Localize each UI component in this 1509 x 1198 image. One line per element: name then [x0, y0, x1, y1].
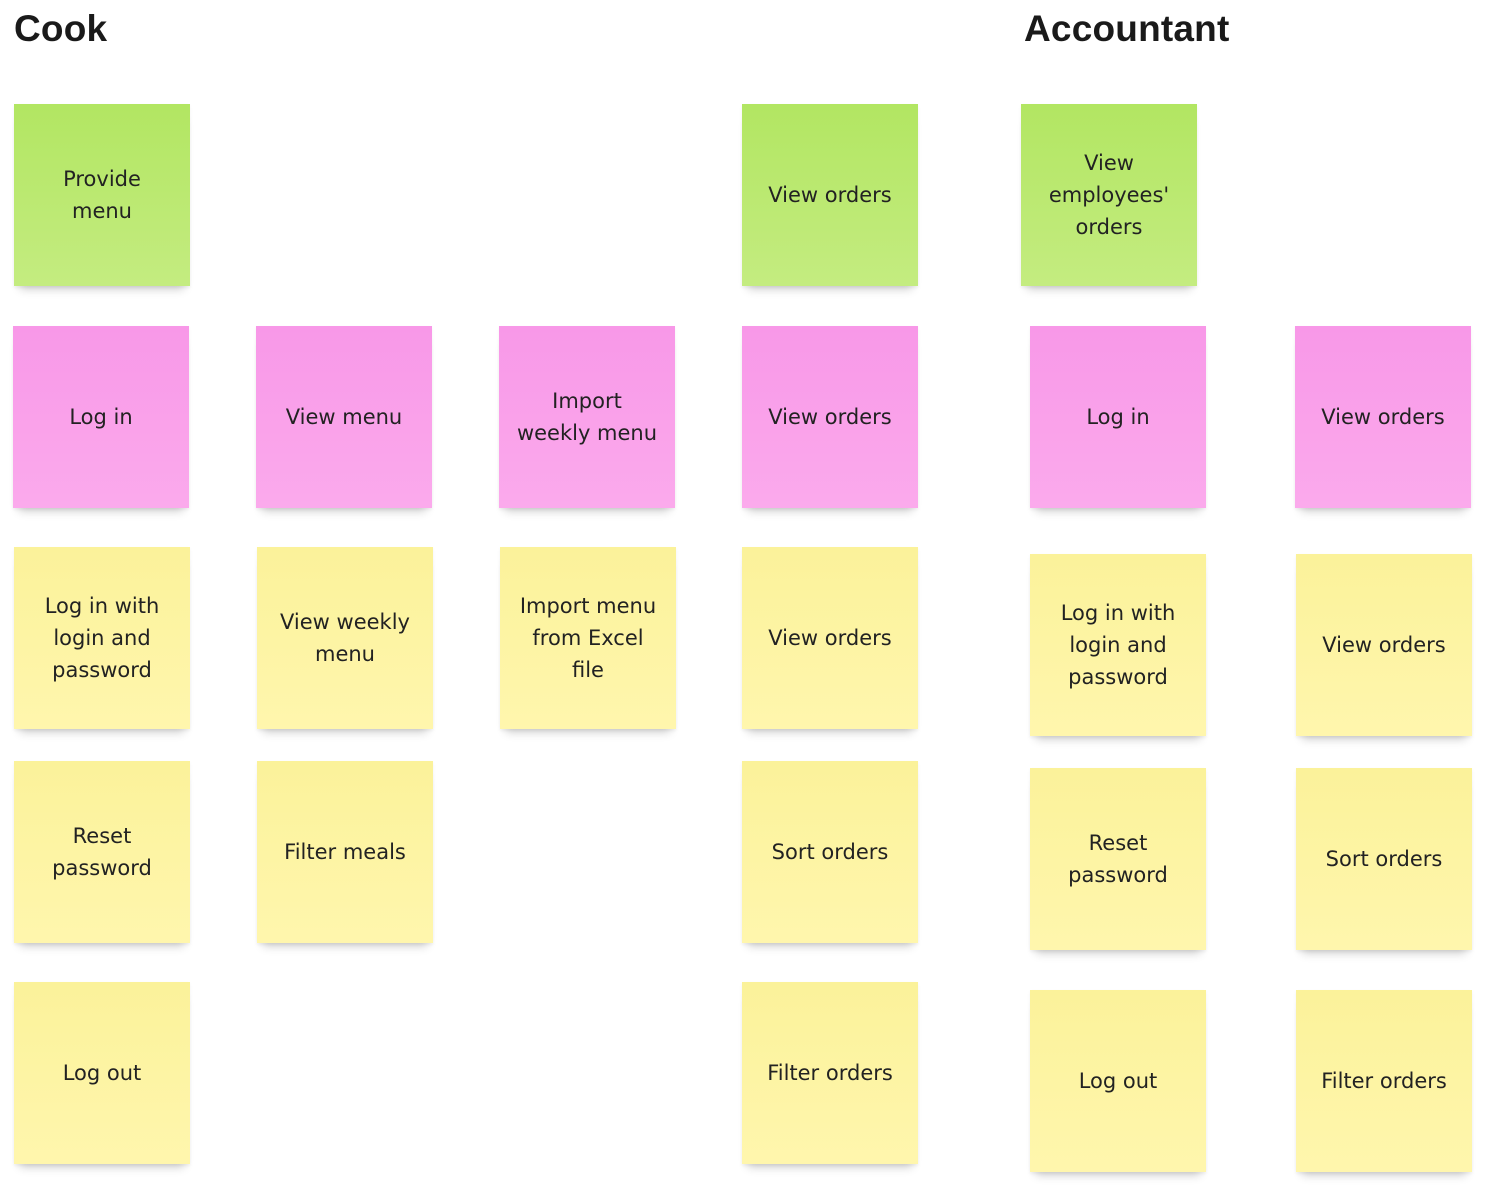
accountant-story-sort-orders[interactable]: Sort orders: [1296, 768, 1472, 950]
sticky-note-text: View orders: [1322, 633, 1446, 657]
sticky-note-text: Log out: [1078, 1069, 1158, 1093]
accountant-activity-view-employees-orders[interactable]: View employees' orders: [1021, 104, 1197, 286]
cook-task-view-menu[interactable]: View menu: [256, 326, 432, 508]
sticky-note-text: Reset password: [1068, 831, 1168, 887]
sticky-note-text: Log in with login and password: [44, 594, 160, 682]
cook-task-log-in[interactable]: Log in: [13, 326, 189, 508]
sticky-note-text: View orders: [768, 405, 892, 429]
sticky-note-text: View employees' orders: [1048, 151, 1170, 239]
accountant-story-reset-password[interactable]: Reset password: [1030, 768, 1206, 950]
accountant-task-view-orders[interactable]: View orders: [1295, 326, 1471, 508]
cook-story-view-orders[interactable]: View orders: [742, 547, 918, 729]
sticky-note-text: Log in with login and password: [1060, 601, 1176, 689]
cook-story-log-in-with-login-and-password[interactable]: Log in with login and password: [14, 547, 190, 729]
sticky-note-text: View weekly menu: [280, 610, 410, 666]
accountant-task-log-in[interactable]: Log in: [1030, 326, 1206, 508]
cook-story-reset-password[interactable]: Reset password: [14, 761, 190, 943]
sticky-note-text: Import menu from Excel file: [519, 594, 657, 682]
heading-accountant: Accountant: [1024, 8, 1230, 49]
sticky-note-text: Log in: [69, 405, 133, 429]
cook-story-view-weekly-menu[interactable]: View weekly menu: [257, 547, 433, 729]
accountant-story-log-out[interactable]: Log out: [1030, 990, 1206, 1172]
sticky-note-text: Log out: [62, 1061, 142, 1085]
cook-story-filter-meals[interactable]: Filter meals: [257, 761, 433, 943]
cook-task-view-orders[interactable]: View orders: [742, 326, 918, 508]
cook-story-sort-orders[interactable]: Sort orders: [742, 761, 918, 943]
cook-task-import-weekly-menu[interactable]: Import weekly menu: [499, 326, 675, 508]
sticky-note-text: Sort orders: [771, 840, 889, 864]
sticky-note-text: Filter orders: [767, 1061, 893, 1085]
cook-activity-provide-menu[interactable]: Provide menu: [14, 104, 190, 286]
sticky-note-text: View menu: [285, 405, 403, 429]
sticky-note-text: Sort orders: [1325, 847, 1443, 871]
accountant-story-view-orders[interactable]: View orders: [1296, 554, 1472, 736]
sticky-note-text: View orders: [768, 626, 892, 650]
sticky-note-text: Provide menu: [63, 167, 141, 223]
sticky-note-text: Filter orders: [1321, 1069, 1447, 1093]
sticky-note-text: Import weekly menu: [516, 389, 658, 445]
cook-story-import-menu-from-excel-file[interactable]: Import menu from Excel file: [500, 547, 676, 729]
accountant-story-filter-orders[interactable]: Filter orders: [1296, 990, 1472, 1172]
sticky-note-text: View orders: [768, 183, 892, 207]
heading-cook: Cook: [14, 8, 108, 49]
sticky-note-text: View orders: [1321, 405, 1445, 429]
sticky-note-text: Reset password: [52, 824, 152, 880]
accountant-story-log-in-with-login-and-password[interactable]: Log in with login and password: [1030, 554, 1206, 736]
sticky-note-text: Filter meals: [284, 840, 406, 864]
cook-story-filter-orders[interactable]: Filter orders: [742, 982, 918, 1164]
cook-story-log-out[interactable]: Log out: [14, 982, 190, 1164]
sticky-note-text: Log in: [1086, 405, 1150, 429]
cook-activity-view-orders[interactable]: View orders: [742, 104, 918, 286]
